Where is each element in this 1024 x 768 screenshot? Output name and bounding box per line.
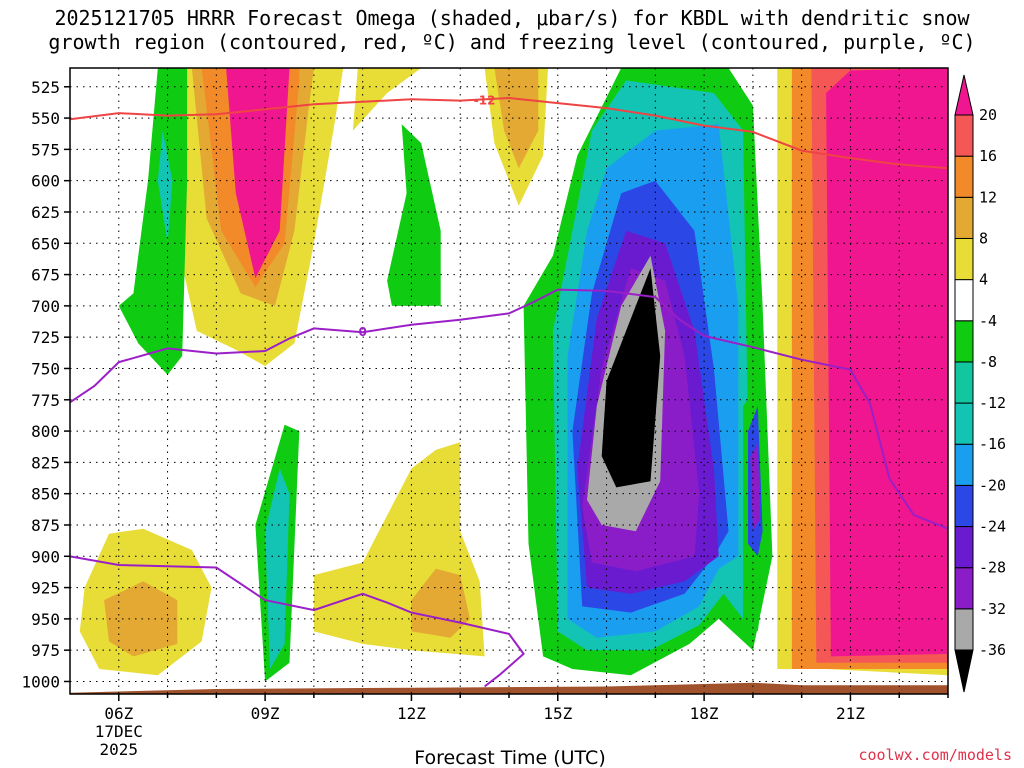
shade-lower-orange-mid [411, 568, 470, 638]
y-tick-label-900: 900 [31, 547, 60, 566]
colorbar-bin-4 [954, 443, 974, 486]
freezing-contour-0-label: 0 [358, 325, 366, 339]
colorbar-label--32: -32 [979, 600, 1006, 618]
y-tick-label-875: 875 [31, 516, 60, 535]
shade-right-magenta [826, 68, 948, 657]
shade-neg-green-left [118, 68, 188, 375]
dgz-contour-line [70, 96, 948, 170]
colorbar-label--16: -16 [979, 435, 1006, 453]
x-axis-title: Forecast Time (UTC) [414, 747, 605, 768]
colorbar-lower-arrow [954, 649, 974, 693]
shade-upper-yellow-mid [352, 68, 422, 131]
colorbar-bin-9 [954, 237, 974, 281]
shade-lower-orange-left [104, 581, 178, 657]
x-tick-label-21Z: 21Z [836, 704, 865, 723]
watermark[interactable]: coolwx.com/models [858, 746, 1012, 764]
y-tick-label-800: 800 [31, 422, 60, 441]
terrain-ground [70, 682, 948, 694]
ground-surface [70, 682, 948, 694]
x-tick-label-12Z: 12Z [397, 704, 426, 723]
dgz-contour-line-label: -12 [474, 94, 496, 108]
omega-shading [79, 68, 948, 682]
colorbar-bin-2 [954, 526, 974, 569]
colorbar-label--4: -4 [979, 312, 997, 330]
shade-positive-16plus [226, 68, 290, 279]
shade-upper-orange-12z [494, 68, 539, 169]
colorbar-label--36: -36 [979, 641, 1006, 659]
x-tick-label-09Z: 09Z [251, 704, 280, 723]
shade-main-black [601, 268, 661, 488]
y-tick-label-700: 700 [31, 297, 60, 316]
x-tick-label-06Z: 06Z [104, 704, 133, 723]
colorbar-bin-11 [954, 155, 974, 198]
y-tick-label-725: 725 [31, 328, 60, 347]
y-tick-label-925: 925 [31, 579, 60, 598]
y-tick-label-775: 775 [31, 391, 60, 410]
y-tick-label-625: 625 [31, 203, 60, 222]
x-tick-label-18Z: 18Z [690, 704, 719, 723]
colorbar-label--20: -20 [979, 476, 1006, 494]
y-tick-label-650: 650 [31, 234, 60, 253]
colorbar-label--24: -24 [979, 518, 1006, 536]
x-tick-label-15Z: 15Z [543, 704, 572, 723]
title-line-2: growth region (contoured, red, ºC) and f… [48, 30, 976, 54]
shade-neg-teal-left [157, 130, 173, 244]
y-tick-label-975: 975 [31, 641, 60, 660]
y-tick-label-600: 600 [31, 172, 60, 191]
colorbar-label--28: -28 [979, 559, 1006, 577]
x-tick-date: 17DEC [95, 722, 143, 741]
colorbar-bin-3 [954, 484, 974, 528]
colorbar-bin-12 [954, 114, 974, 157]
colorbar-upper-arrow [954, 74, 974, 116]
title-line-1: 2025121705 HRRR Forecast Omega (shaded, … [54, 6, 970, 30]
colorbar-label--8: -8 [979, 353, 997, 371]
colorbar-label-12: 12 [979, 188, 997, 206]
colorbar-bin-5 [954, 402, 974, 445]
colorbar-bin-8 [954, 279, 974, 322]
shade-neg-teal-09z [265, 468, 290, 669]
contour-lines: -12 0 [70, 94, 948, 688]
y-tick-label-1000: 1000 [21, 672, 60, 691]
colorbar-label-8: 8 [979, 229, 988, 247]
colorbar-label-4: 4 [979, 271, 988, 289]
y-tick-label-525: 525 [31, 78, 60, 97]
colorbar-bin-10 [954, 196, 974, 239]
y-tick-label-550: 550 [31, 109, 60, 128]
x-tick-year: 2025 [100, 740, 139, 759]
colorbar-bin-0 [954, 608, 974, 651]
y-tick-label-825: 825 [31, 453, 60, 472]
y-tick-label-675: 675 [31, 266, 60, 285]
grid-lines [70, 68, 948, 694]
y-tick-label-750: 750 [31, 359, 60, 378]
y-tick-label-950: 950 [31, 610, 60, 629]
shade-neg-green-11z [387, 124, 441, 306]
colorbar-bin-7 [954, 320, 974, 363]
y-axis: 525 550 575 600 625 650 675 700 725 750 775 800 825 8… [21, 78, 70, 691]
colorbar: -36 -32 -28 -24 -20 -16 -12 -8 -4 4 8 12 16 20 [954, 74, 1006, 693]
y-tick-label-850: 850 [31, 485, 60, 504]
chart-title: 2025121705 HRRR Forecast Omega (shaded, … [0, 6, 1024, 54]
y-tick-label-575: 575 [31, 140, 60, 159]
freezing-contour-1 [70, 555, 525, 688]
colorbar-bin-6 [954, 361, 974, 404]
colorbar-label-20: 20 [979, 106, 997, 124]
colorbar-label--12: -12 [979, 394, 1006, 412]
colorbar-bin-1 [954, 567, 974, 610]
colorbar-label-16: 16 [979, 147, 997, 165]
freezing-contour-0 [70, 288, 948, 530]
